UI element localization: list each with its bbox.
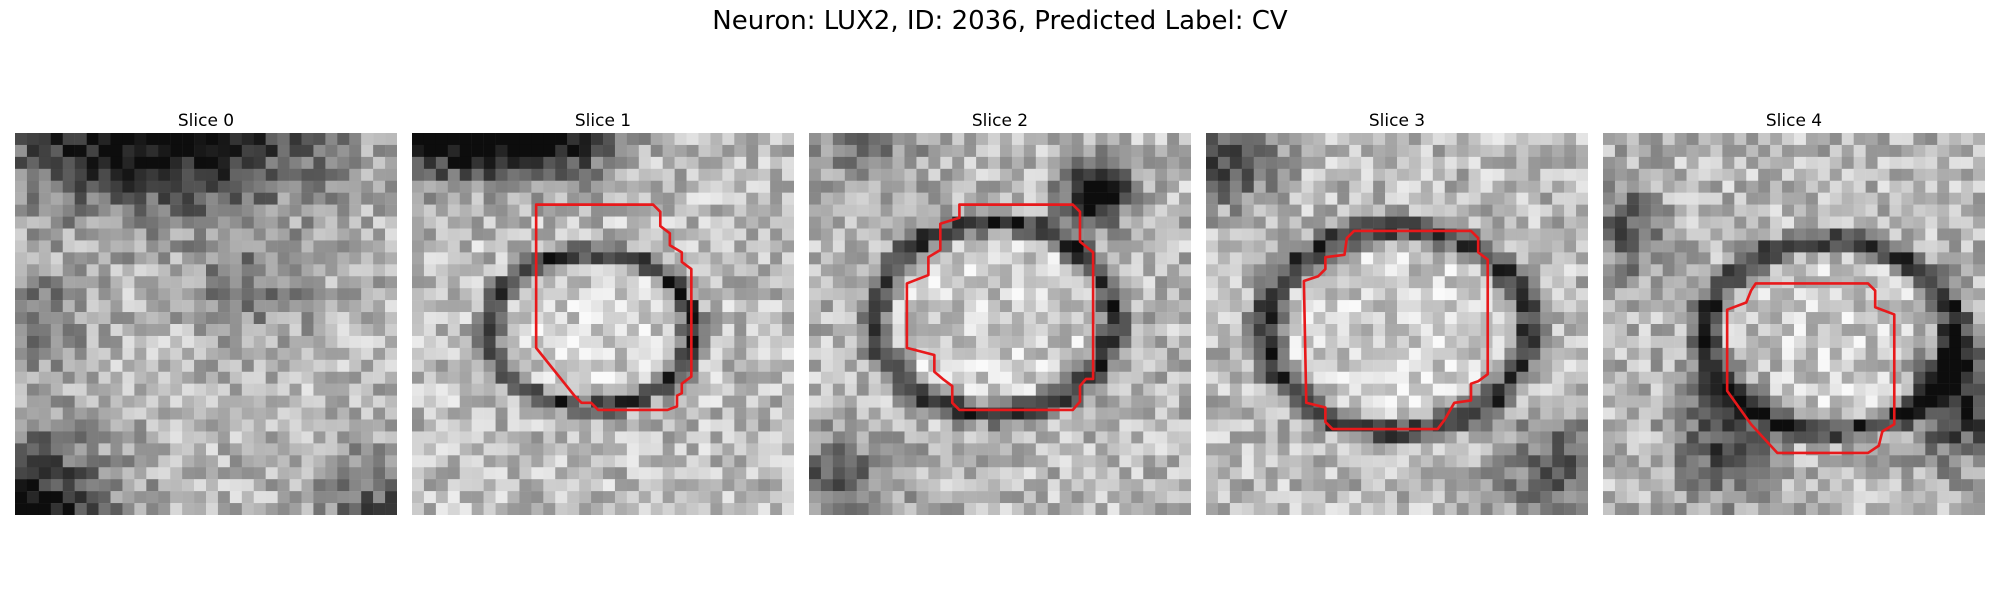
figure-title: Neuron: LUX2, ID: 2036, Predicted Label:… bbox=[712, 6, 1288, 36]
slice-title: Slice 4 bbox=[1765, 111, 1823, 131]
slice-panel-2: Slice 2 bbox=[809, 109, 1191, 515]
slice-image-4 bbox=[1603, 133, 1985, 515]
slice-image-0 bbox=[15, 133, 397, 515]
segmentation-contour bbox=[1302, 229, 1490, 431]
slice-panel-0: Slice 0 bbox=[15, 109, 397, 515]
slice-image-1 bbox=[412, 133, 794, 515]
slice-panel-3: Slice 3 bbox=[1206, 109, 1588, 515]
segmentation-contour bbox=[534, 203, 693, 412]
slice-title: Slice 1 bbox=[574, 111, 632, 131]
slice-title: Slice 3 bbox=[1368, 111, 1426, 131]
segmentation-contour bbox=[905, 203, 1095, 412]
slice-panel-4: Slice 4 bbox=[1603, 109, 1985, 515]
slice-image-2 bbox=[809, 133, 1191, 515]
slice-panel-1: Slice 1 bbox=[412, 109, 794, 515]
slice-image-3 bbox=[1206, 133, 1588, 515]
segmentation-contour bbox=[1725, 282, 1896, 455]
slice-title: Slice 0 bbox=[177, 111, 235, 131]
slice-title: Slice 2 bbox=[971, 111, 1029, 131]
